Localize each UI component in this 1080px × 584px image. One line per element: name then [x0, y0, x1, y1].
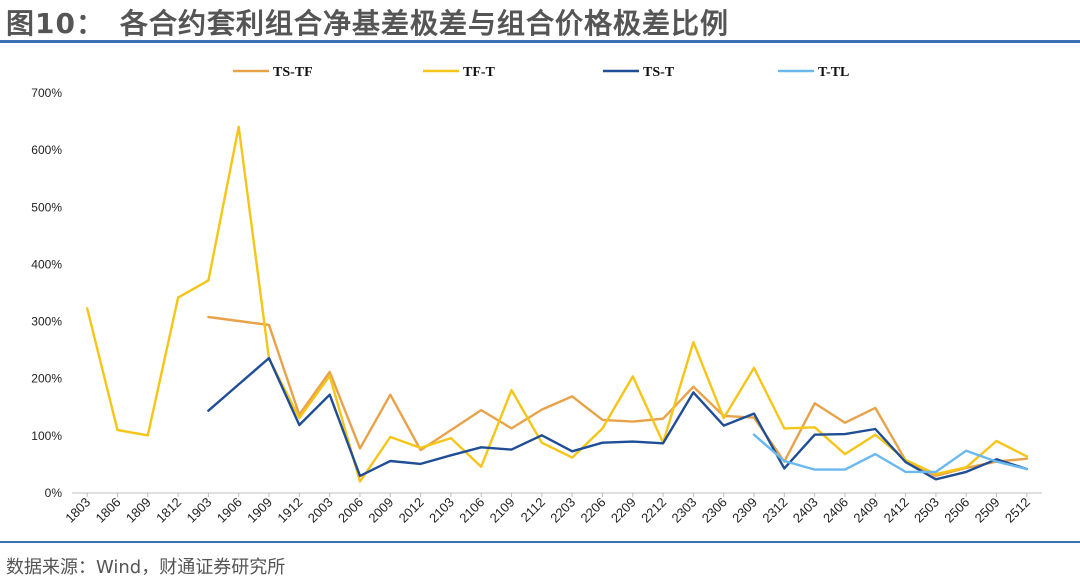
x-tick-label: 2003	[305, 495, 336, 526]
x-tick-label: 1906	[214, 495, 245, 526]
x-tick-label: 1809	[123, 495, 154, 526]
footer-divider	[0, 541, 1080, 543]
x-tick-label: 2212	[638, 495, 669, 526]
series-line-ts-t	[207, 356, 1028, 481]
x-tick-label: 2412	[881, 495, 912, 526]
x-tick-label: 2103	[426, 495, 457, 526]
x-tick-label: 2406	[820, 495, 851, 526]
x-tick-label: 2009	[365, 495, 396, 526]
x-tick-label: 2109	[487, 495, 518, 526]
series-line-tf-t	[86, 125, 1028, 483]
x-tick-label: 1912	[274, 495, 305, 526]
legend-label: TF-T	[463, 65, 496, 80]
x-tick-label: 1909	[244, 495, 275, 526]
legend-label: T-TL	[818, 65, 849, 80]
x-tick-label: 2203	[547, 495, 578, 526]
y-tick-label: 200%	[31, 372, 62, 386]
figure-title: 图10： 各合约套利组合净基差极差与组合价格极差比例	[6, 7, 729, 40]
legend-label: TS-TF	[273, 65, 313, 80]
x-tick-label: 2006	[335, 495, 366, 526]
x-tick-label: 1812	[153, 495, 184, 526]
x-axis: 1803 1806 1809 1812 1903 1906 1909 1912 2003 2006…	[62, 492, 1042, 526]
line-chart: TS-TF TF-T TS-T T-TL 0% 100% 200% 300% 400% 500%…	[31, 65, 1042, 526]
title-divider	[0, 40, 1080, 43]
y-axis: 0% 100% 200% 300% 400% 500% 600% 700%	[31, 86, 62, 500]
x-tick-label: 2306	[699, 495, 730, 526]
x-tick-label: 2503	[911, 495, 942, 526]
x-tick-label: 2312	[759, 495, 790, 526]
y-tick-label: 300%	[31, 315, 62, 329]
x-tick-label: 2106	[456, 495, 487, 526]
x-tick-label: 1903	[183, 495, 214, 526]
x-tick-label: 2012	[396, 495, 427, 526]
x-tick-label: 2112	[518, 495, 548, 525]
legend-label: TS-T	[643, 65, 675, 80]
series-line-t-tl	[752, 433, 1028, 474]
x-tick-label: 1806	[93, 495, 124, 526]
y-tick-label: 600%	[31, 143, 62, 157]
y-tick-label: 0%	[45, 486, 63, 500]
x-tick-label: 2509	[972, 495, 1003, 526]
x-tick-label: 2506	[941, 495, 972, 526]
y-tick-label: 100%	[31, 429, 62, 443]
x-tick-label: 1803	[62, 495, 93, 526]
series-line-ts-tf	[207, 315, 1028, 478]
y-tick-label: 400%	[31, 257, 62, 271]
x-tick-label: 2303	[668, 495, 699, 526]
source-note: 数据来源：Wind，财通证券研究所	[6, 557, 286, 578]
x-tick-label: 2512	[1002, 495, 1033, 526]
x-tick-label: 2206	[578, 495, 609, 526]
series-lines	[86, 125, 1028, 483]
chart-legend: TS-TF TF-T TS-T T-TL	[233, 65, 849, 80]
x-tick-label: 2403	[790, 495, 821, 526]
y-tick-label: 500%	[31, 200, 62, 214]
y-tick-label: 700%	[31, 86, 62, 100]
x-tick-label: 2209	[608, 495, 639, 526]
x-tick-label: 2409	[850, 495, 881, 526]
x-tick-label: 2309	[729, 495, 760, 526]
